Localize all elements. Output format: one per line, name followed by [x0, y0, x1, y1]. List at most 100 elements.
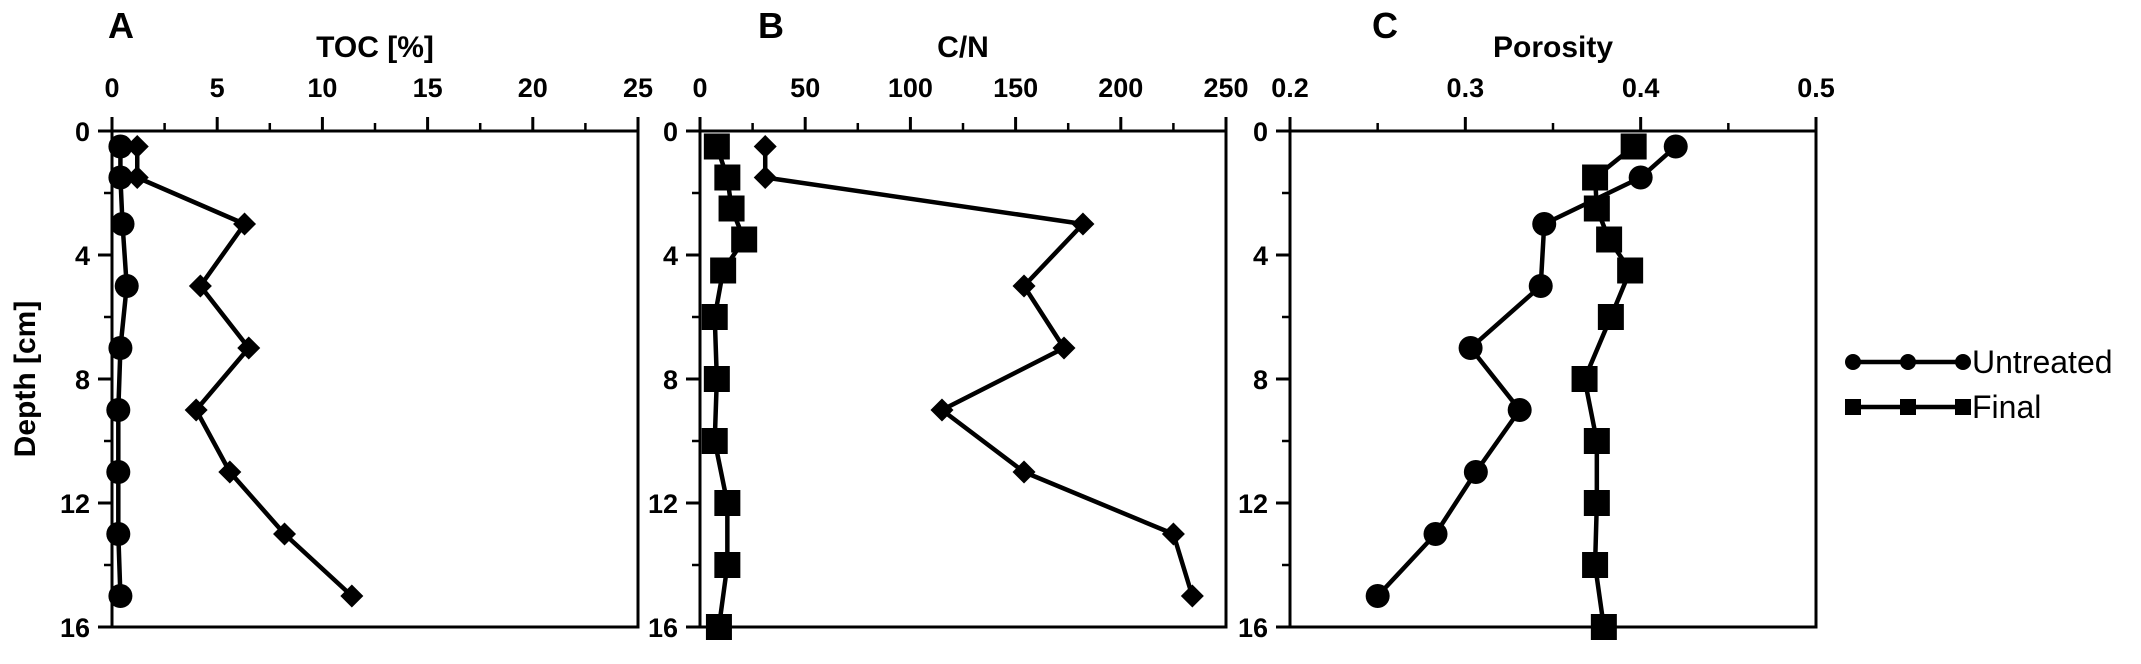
x-tick-label: 100: [888, 73, 933, 103]
diamond-marker: [1052, 336, 1076, 360]
series-line: [762, 146, 1195, 597]
diamond-marker: [125, 135, 149, 158]
legend-circle-marker: [1955, 354, 1971, 370]
y-tick-label: 16: [648, 613, 678, 643]
diamond-marker: [1180, 584, 1204, 608]
diamond-marker: [1071, 212, 1095, 236]
circle-marker: [1423, 522, 1448, 546]
y-tick-label: 4: [663, 241, 678, 271]
square-marker: [701, 428, 728, 454]
square-marker: [714, 164, 741, 191]
x-tick-label: 15: [413, 73, 443, 103]
y-axis-title: Depth [cm]: [9, 301, 42, 458]
diamond-marker: [753, 166, 777, 189]
legend-label: Final: [1972, 389, 2041, 425]
circle-marker: [106, 398, 131, 422]
circle-marker: [1532, 212, 1557, 236]
diamond-marker: [237, 336, 261, 360]
plot-frame: [110, 129, 640, 629]
series-circle: [1365, 134, 1688, 608]
diamond-marker: [1012, 460, 1036, 484]
x-tick-label: 20: [518, 73, 548, 103]
square-marker: [1583, 428, 1610, 454]
square-marker: [1590, 614, 1617, 640]
y-tick-label: 8: [1253, 365, 1268, 395]
y-tick-label: 8: [75, 365, 90, 395]
legend-item-final: Final: [1845, 389, 2041, 425]
square-marker: [714, 552, 741, 578]
x-tick-label: 0.2: [1271, 73, 1309, 103]
panel-c: C Porosity 0.2 0.3 0.4 0.5 0 4 8 12 16: [1238, 5, 1835, 643]
circle-marker: [108, 134, 133, 159]
x-tick-label: 5: [210, 73, 225, 103]
square-marker: [1620, 133, 1647, 160]
y-tick-label: 12: [648, 489, 678, 519]
circle-marker: [1458, 336, 1483, 360]
square-marker: [1571, 366, 1598, 392]
diamond-marker: [340, 584, 364, 608]
legend: Untreated Final: [1845, 344, 2113, 425]
legend-item-untreated: Untreated: [1845, 344, 2113, 380]
x-axis-title: TOC [%]: [316, 31, 434, 64]
circle-marker: [110, 212, 135, 236]
square-marker: [1583, 195, 1610, 222]
x-tick-label: 200: [1098, 73, 1143, 103]
square-marker: [731, 226, 758, 253]
diamond-marker: [1012, 274, 1036, 298]
circle-marker: [1507, 398, 1532, 422]
y-tick-label: 12: [1238, 489, 1268, 519]
legend-square-marker: [1955, 399, 1971, 415]
circle-marker: [108, 336, 133, 360]
square-marker: [1582, 552, 1609, 578]
diamond-marker: [273, 522, 297, 546]
x-tick-label: 150: [993, 73, 1038, 103]
x-tick-label: 0.5: [1797, 73, 1835, 103]
circle-marker: [1463, 460, 1488, 484]
y-tick-label: 12: [60, 489, 90, 519]
circle-marker: [1528, 274, 1553, 298]
x-tick-label: 50: [790, 73, 820, 103]
series-diamond: [125, 135, 364, 608]
series-line: [1376, 144, 1678, 598]
y-tick-label: 16: [1238, 613, 1268, 643]
diamond-marker: [184, 398, 208, 422]
panel-letter: C: [1372, 5, 1398, 46]
diamond-marker: [218, 460, 242, 484]
x-axis-title: C/N: [937, 31, 989, 64]
circle-marker: [114, 274, 139, 298]
x-tick-label: 250: [1203, 73, 1248, 103]
square-marker: [1596, 226, 1623, 253]
square-marker: [718, 195, 745, 222]
y-tick-label: 8: [663, 365, 678, 395]
circle-marker: [108, 584, 133, 608]
square-marker: [714, 490, 741, 516]
legend-circle-marker: [1845, 354, 1861, 370]
x-tick-label: 0: [104, 73, 119, 103]
square-marker: [1582, 164, 1609, 191]
x-tick-label: 0.3: [1447, 73, 1485, 103]
y-tick-label: 16: [60, 613, 90, 643]
series-square: [701, 133, 758, 640]
y-tick-label: 4: [75, 241, 90, 271]
series-diamond: [753, 135, 1204, 608]
square-marker: [1617, 257, 1644, 284]
square-marker: [703, 133, 730, 160]
square-marker: [703, 366, 730, 392]
y-tick-label: 0: [663, 117, 678, 147]
legend-label: Untreated: [1972, 344, 2113, 380]
panel-letter: B: [758, 5, 784, 46]
x-tick-label: 0: [692, 73, 707, 103]
diamond-marker: [188, 274, 212, 298]
circle-marker: [1663, 134, 1688, 159]
circle-marker: [108, 165, 133, 190]
x-axis-title: Porosity: [1493, 31, 1613, 64]
x-tick-label: 10: [307, 73, 337, 103]
diamond-marker: [125, 166, 149, 189]
x-tick-label: 25: [623, 73, 653, 103]
square-marker: [1583, 490, 1610, 516]
legend-square-marker: [1900, 399, 1916, 415]
circle-marker: [106, 460, 131, 484]
series-circle: [106, 134, 139, 608]
circle-marker: [1365, 584, 1390, 608]
